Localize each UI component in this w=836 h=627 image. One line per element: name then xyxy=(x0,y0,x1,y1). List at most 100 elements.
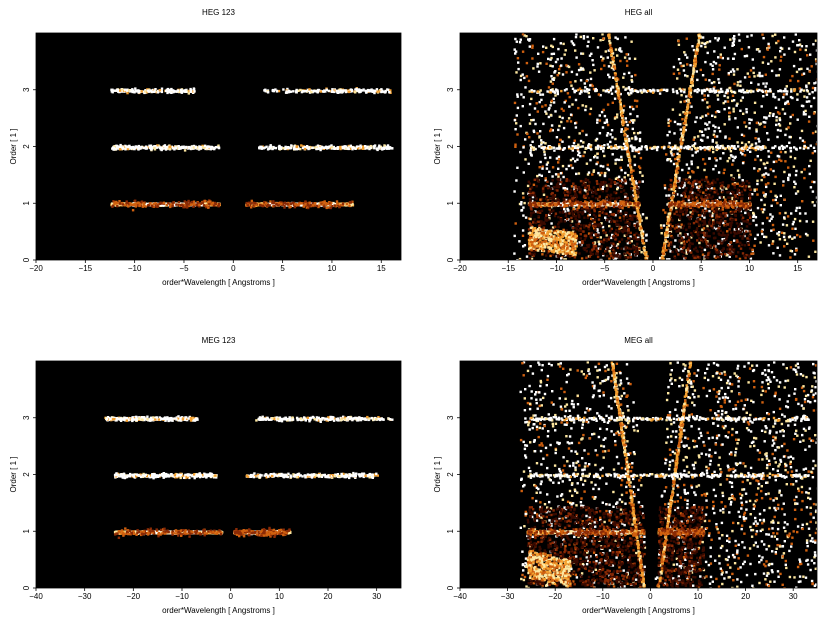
data-point xyxy=(336,202,339,206)
data-point xyxy=(602,150,605,153)
data-point xyxy=(811,180,814,183)
data-point xyxy=(531,140,534,143)
data-point xyxy=(316,147,319,151)
data-point xyxy=(694,151,697,154)
data-point xyxy=(753,167,756,170)
x-tick-label: −10 xyxy=(128,264,142,273)
data-point xyxy=(528,182,532,185)
data-point xyxy=(166,91,169,95)
data-point xyxy=(672,153,676,156)
data-point xyxy=(182,206,185,209)
data-point xyxy=(705,242,709,245)
data-point xyxy=(691,45,694,48)
data-point xyxy=(152,205,155,208)
data-point xyxy=(706,224,709,228)
data-point xyxy=(190,202,194,205)
data-point xyxy=(285,90,288,93)
data-point xyxy=(685,250,689,253)
data-point xyxy=(529,217,532,221)
data-point xyxy=(752,66,755,70)
data-point xyxy=(597,218,601,221)
data-point xyxy=(776,111,780,114)
data-point xyxy=(589,158,592,162)
data-point xyxy=(269,147,273,150)
data-point xyxy=(545,163,549,166)
data-point xyxy=(789,79,792,82)
data-point xyxy=(265,201,268,204)
data-point xyxy=(567,164,571,168)
data-point xyxy=(758,74,761,77)
data-point xyxy=(115,148,118,151)
data-point xyxy=(252,204,255,207)
data-point xyxy=(714,181,717,184)
data-point xyxy=(153,148,157,151)
data-point xyxy=(695,193,699,196)
data-point xyxy=(679,123,682,126)
data-point xyxy=(630,75,633,78)
data-point xyxy=(718,250,721,254)
data-point xyxy=(728,137,731,140)
data-point xyxy=(767,244,771,247)
data-point xyxy=(554,94,557,97)
data-point xyxy=(165,145,169,149)
data-point xyxy=(131,203,134,207)
data-point xyxy=(770,204,773,207)
data-point xyxy=(516,57,520,60)
data-point xyxy=(731,155,734,158)
data-point xyxy=(778,254,782,257)
data-point xyxy=(767,155,771,158)
data-point xyxy=(582,37,586,40)
data-point xyxy=(688,192,692,195)
data-point xyxy=(555,136,559,139)
data-point xyxy=(587,171,591,174)
data-point xyxy=(798,87,802,90)
data-point xyxy=(120,90,123,93)
data-point xyxy=(636,250,640,253)
data-point xyxy=(812,43,815,46)
data-point xyxy=(616,113,619,116)
data-point xyxy=(557,155,561,158)
data-point xyxy=(598,119,602,122)
data-point xyxy=(704,207,707,210)
data-point xyxy=(118,148,122,151)
data-point xyxy=(599,39,602,42)
data-point xyxy=(633,131,636,135)
data-point xyxy=(735,104,738,107)
data-point xyxy=(641,213,645,216)
data-point xyxy=(766,47,769,50)
data-point xyxy=(714,164,717,168)
data-point xyxy=(297,89,300,92)
data-point xyxy=(682,69,686,72)
data-point xyxy=(513,101,517,105)
data-point xyxy=(125,201,128,205)
data-point xyxy=(638,171,642,174)
data-point xyxy=(522,245,525,248)
data-point xyxy=(770,60,773,63)
data-point xyxy=(137,144,141,148)
data-point xyxy=(344,89,347,92)
data-point xyxy=(764,121,767,124)
data-point xyxy=(761,222,764,225)
data-point xyxy=(131,209,135,212)
x-tick-label: −5 xyxy=(179,264,189,273)
data-point xyxy=(611,153,614,156)
data-point xyxy=(551,77,554,81)
data-point xyxy=(703,98,707,101)
data-point xyxy=(263,146,267,149)
data-point xyxy=(811,86,815,90)
data-point xyxy=(680,247,683,251)
data-point xyxy=(772,112,775,116)
data-point xyxy=(515,114,518,117)
data-point xyxy=(691,197,695,201)
data-point xyxy=(636,115,639,118)
data-point xyxy=(574,122,577,125)
data-point xyxy=(634,135,637,139)
data-point xyxy=(751,248,754,251)
data-point xyxy=(264,89,267,93)
data-point xyxy=(532,130,536,134)
data-point xyxy=(765,117,768,120)
data-point xyxy=(208,202,211,205)
data-point xyxy=(777,74,780,77)
data-point xyxy=(127,205,130,208)
data-point xyxy=(767,173,770,176)
